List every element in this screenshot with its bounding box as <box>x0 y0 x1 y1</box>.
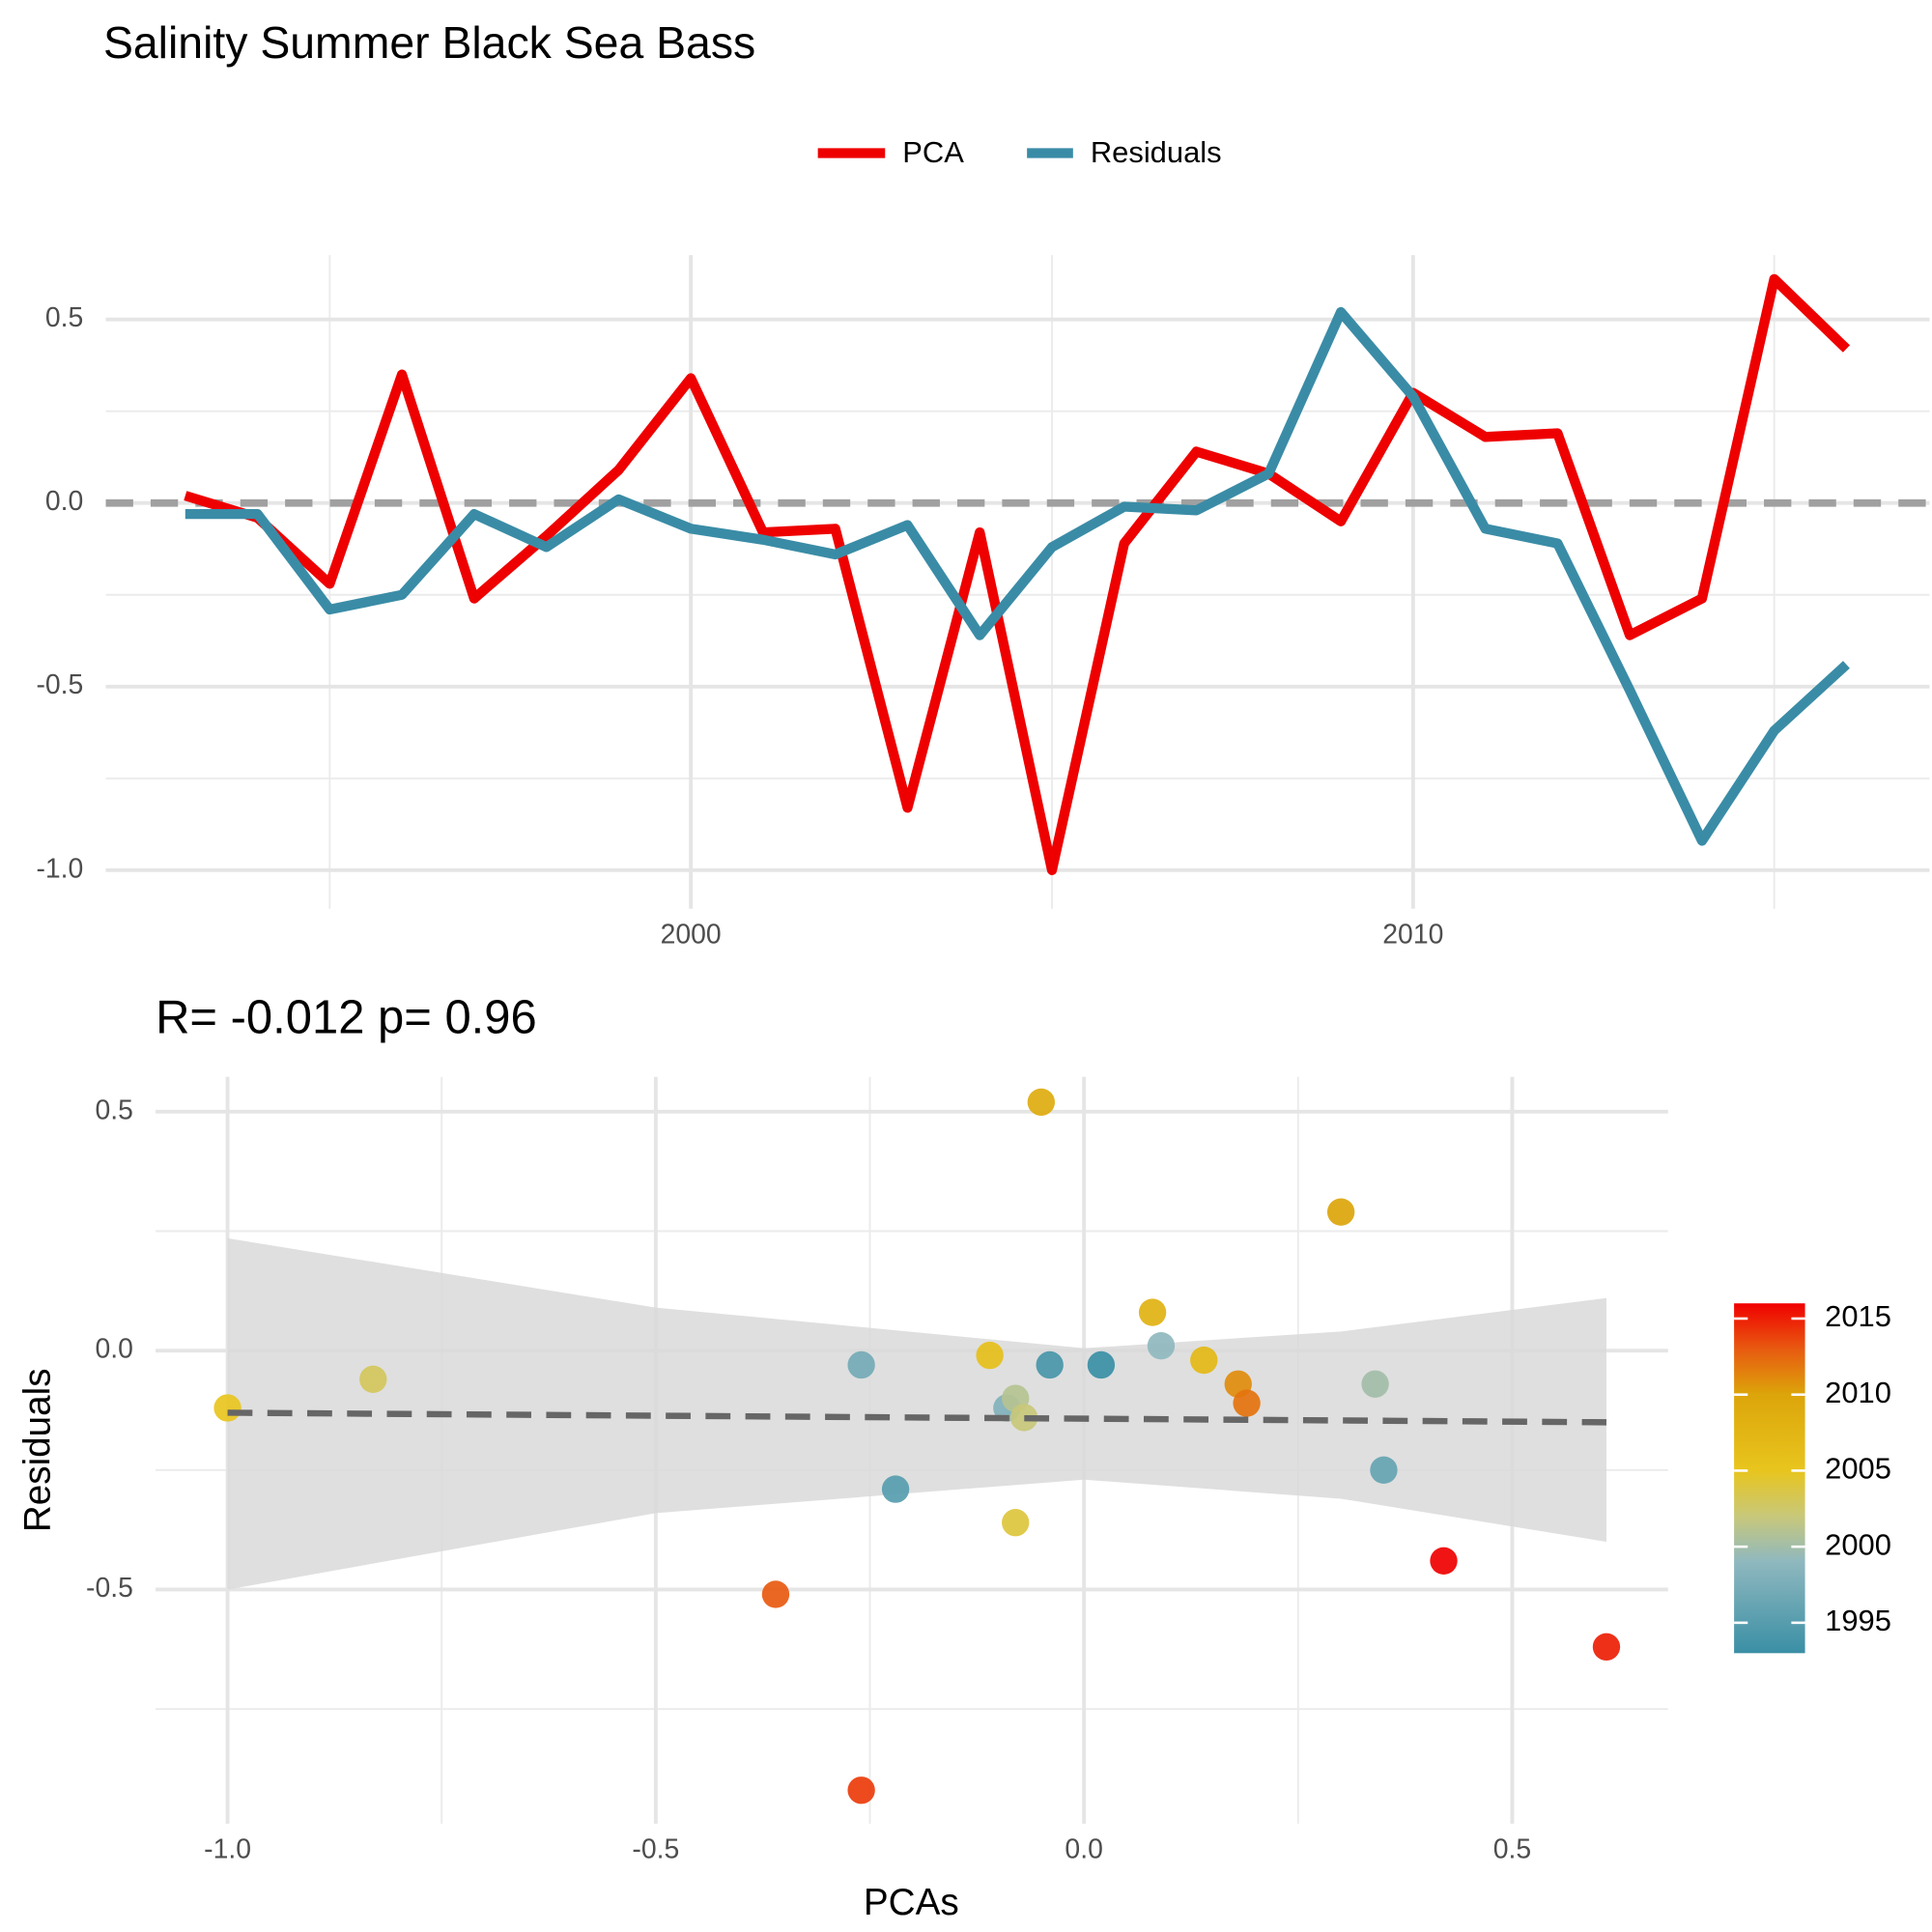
scatter-point <box>1002 1509 1030 1537</box>
scatter-point <box>1370 1456 1398 1484</box>
scatter-point <box>976 1341 1004 1370</box>
colorbar <box>1734 1303 1805 1654</box>
x-tick-label: 0.0 <box>1065 1834 1102 1865</box>
chart-subtitle: R= -0.012 p= 0.96 <box>156 992 537 1044</box>
scatter-point <box>1326 1198 1355 1226</box>
scatter-point <box>1190 1346 1218 1375</box>
scatter-point <box>1036 1350 1064 1379</box>
y-tick-label: -1.0 <box>36 853 83 884</box>
y-tick-label: 0.0 <box>95 1334 132 1365</box>
scatter-point <box>1138 1298 1167 1326</box>
scatter-point <box>1009 1404 1038 1432</box>
colorbar-label: 1995 <box>1825 1604 1891 1637</box>
series-line <box>184 273 1851 875</box>
scatter-point <box>1592 1633 1621 1662</box>
scatter-point <box>761 1580 790 1608</box>
x-tick-label: 2010 <box>1382 920 1443 951</box>
scatter-point <box>1361 1370 1389 1398</box>
colorbar-label: 2015 <box>1825 1299 1891 1333</box>
scatter-point <box>1147 1332 1176 1360</box>
legend-label: PCA <box>902 135 964 169</box>
scatter-point <box>1430 1547 1458 1575</box>
series-line <box>185 306 1850 846</box>
x-tick-label: 2000 <box>661 920 722 951</box>
scatter-point <box>847 1350 875 1379</box>
scatter-point <box>881 1475 910 1503</box>
y-tick-label: -0.5 <box>86 1573 133 1604</box>
colorbar-label: 2005 <box>1825 1452 1891 1486</box>
scatter-point <box>359 1365 387 1394</box>
figure-title: Salinity Summer Black Sea Bass <box>103 17 755 68</box>
y-tick-label: 0.5 <box>95 1094 132 1125</box>
y-tick-label: 0.5 <box>45 302 83 333</box>
fit-line <box>227 1409 1606 1426</box>
colorbar-label: 2010 <box>1825 1376 1891 1409</box>
scatter-point <box>847 1776 875 1804</box>
legend-label: Residuals <box>1091 135 1222 169</box>
x-tick-label: -1.0 <box>204 1834 251 1865</box>
x-tick-label: -0.5 <box>632 1834 679 1865</box>
scatter-point <box>1233 1389 1261 1417</box>
scatter-point <box>1087 1350 1116 1379</box>
y-tick-label: 0.0 <box>45 486 83 517</box>
x-axis-title: PCAs <box>864 1882 959 1923</box>
confidence-band <box>227 1237 1606 1590</box>
y-tick-label: -0.5 <box>36 669 83 700</box>
x-tick-label: 0.5 <box>1493 1834 1531 1865</box>
scatter-point <box>213 1394 242 1422</box>
y-axis-title: Residuals <box>16 1368 58 1532</box>
colorbar-label: 2000 <box>1825 1527 1891 1561</box>
scatter-point <box>1027 1088 1055 1117</box>
